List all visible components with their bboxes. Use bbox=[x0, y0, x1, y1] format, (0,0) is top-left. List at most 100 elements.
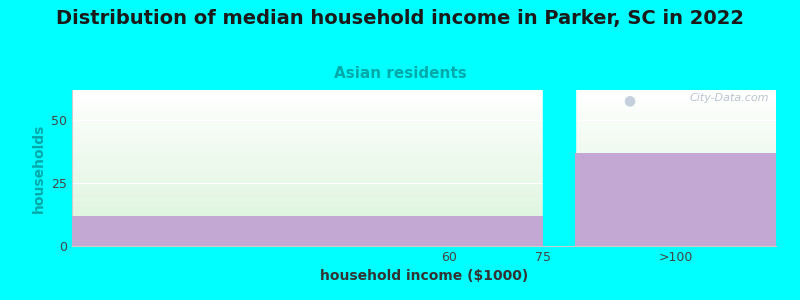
Bar bbox=[72, 207, 776, 208]
Bar bbox=[72, 224, 776, 225]
Bar bbox=[72, 216, 543, 246]
Bar bbox=[72, 137, 776, 138]
Bar bbox=[72, 194, 776, 195]
Bar bbox=[72, 150, 776, 151]
Bar bbox=[72, 148, 776, 149]
Bar bbox=[72, 204, 776, 205]
Bar bbox=[72, 183, 776, 184]
Bar bbox=[72, 155, 776, 156]
Bar bbox=[72, 198, 776, 199]
Bar bbox=[72, 191, 776, 192]
Bar bbox=[72, 171, 776, 172]
Bar bbox=[72, 118, 776, 119]
Bar bbox=[72, 228, 776, 229]
Bar bbox=[72, 241, 776, 242]
Bar bbox=[72, 131, 776, 132]
Bar bbox=[72, 129, 776, 130]
Bar bbox=[72, 232, 776, 233]
Bar bbox=[72, 94, 776, 95]
Bar bbox=[72, 205, 776, 206]
Bar bbox=[72, 221, 776, 222]
Bar bbox=[72, 203, 776, 204]
Bar bbox=[72, 116, 776, 117]
Bar bbox=[72, 168, 776, 169]
Bar bbox=[72, 144, 776, 145]
Bar bbox=[72, 145, 776, 146]
Bar bbox=[72, 149, 776, 150]
Bar bbox=[72, 153, 776, 154]
Bar bbox=[72, 140, 776, 141]
Bar bbox=[72, 136, 776, 137]
Text: Asian residents: Asian residents bbox=[334, 66, 466, 81]
Bar bbox=[72, 230, 776, 231]
Y-axis label: households: households bbox=[31, 123, 46, 213]
Bar bbox=[72, 201, 776, 202]
Bar bbox=[72, 92, 776, 93]
Bar bbox=[72, 202, 776, 203]
Bar bbox=[72, 213, 776, 214]
Bar bbox=[72, 178, 776, 179]
Bar bbox=[72, 126, 776, 127]
Bar bbox=[72, 108, 776, 109]
Bar bbox=[72, 132, 776, 133]
Bar bbox=[72, 175, 776, 176]
Bar bbox=[72, 111, 776, 112]
Bar bbox=[72, 147, 776, 148]
Bar bbox=[72, 138, 776, 139]
Bar bbox=[72, 121, 776, 122]
Bar bbox=[72, 236, 776, 237]
Bar bbox=[72, 154, 776, 155]
Bar bbox=[72, 100, 776, 101]
Bar bbox=[72, 185, 776, 186]
Bar bbox=[72, 245, 776, 246]
Bar bbox=[72, 141, 776, 142]
Bar bbox=[72, 151, 776, 152]
Bar bbox=[72, 109, 776, 110]
Text: ●: ● bbox=[623, 93, 635, 107]
Bar bbox=[72, 117, 776, 118]
Bar bbox=[72, 197, 776, 198]
Bar bbox=[72, 209, 776, 210]
Bar bbox=[72, 215, 776, 216]
Bar bbox=[72, 182, 776, 183]
Bar bbox=[72, 133, 776, 134]
Bar bbox=[72, 242, 776, 243]
Bar bbox=[72, 172, 776, 173]
X-axis label: household income ($1000): household income ($1000) bbox=[320, 269, 528, 284]
Bar bbox=[72, 243, 776, 244]
Bar bbox=[72, 180, 776, 181]
Bar bbox=[72, 124, 776, 125]
Bar bbox=[72, 96, 776, 97]
Bar bbox=[72, 156, 776, 157]
Bar bbox=[72, 188, 776, 189]
Bar bbox=[72, 152, 776, 153]
Bar bbox=[72, 104, 776, 105]
Bar bbox=[72, 189, 776, 190]
Bar bbox=[72, 143, 776, 144]
Bar bbox=[72, 225, 776, 226]
Bar bbox=[72, 212, 776, 213]
Bar bbox=[72, 210, 776, 211]
Bar bbox=[72, 239, 776, 240]
Bar bbox=[72, 114, 776, 115]
Bar bbox=[72, 220, 776, 221]
Bar bbox=[72, 170, 776, 171]
Bar bbox=[72, 158, 776, 159]
Bar bbox=[72, 119, 776, 120]
Bar bbox=[72, 196, 776, 197]
Bar bbox=[72, 164, 776, 165]
Bar bbox=[72, 233, 776, 234]
Bar bbox=[72, 161, 776, 162]
Bar bbox=[72, 122, 776, 123]
Bar bbox=[72, 234, 776, 235]
Bar bbox=[72, 238, 776, 239]
Bar bbox=[72, 195, 776, 196]
Bar bbox=[72, 112, 776, 113]
Bar bbox=[72, 214, 776, 215]
Bar bbox=[72, 196, 776, 197]
Bar bbox=[72, 125, 776, 126]
Bar bbox=[72, 115, 776, 116]
Bar bbox=[72, 159, 776, 160]
Bar bbox=[72, 179, 776, 180]
Bar bbox=[72, 218, 776, 219]
